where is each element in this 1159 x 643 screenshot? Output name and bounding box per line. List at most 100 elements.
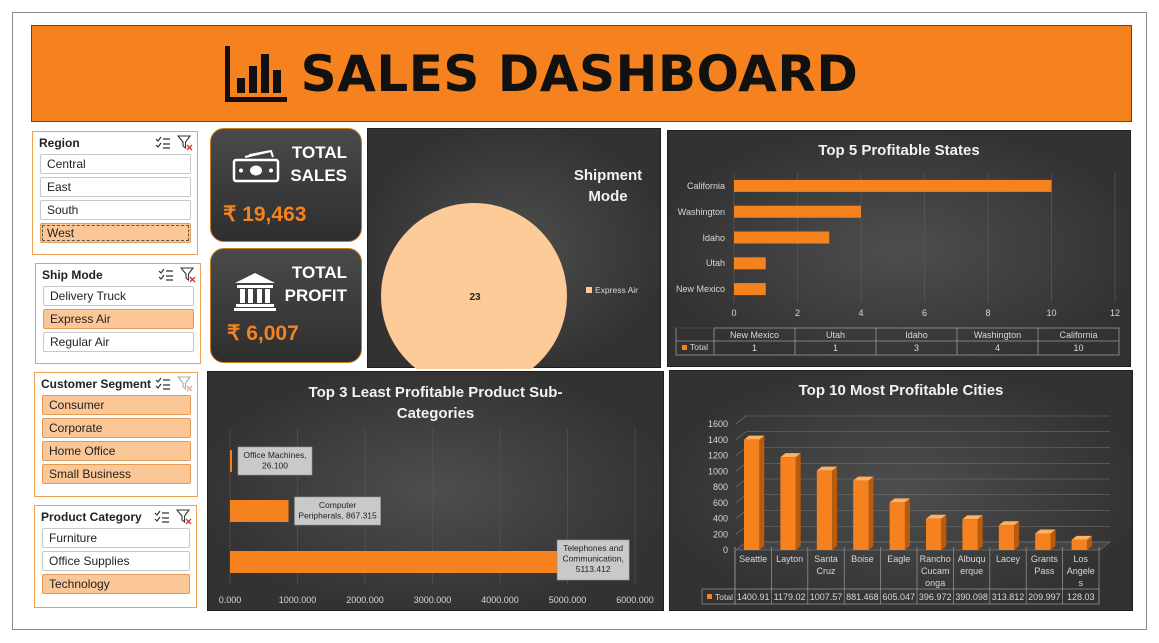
clear-filter-icon[interactable]: [180, 267, 196, 283]
y-tick-label: 200: [713, 529, 728, 539]
bar-computer-peripherals[interactable]: [230, 500, 289, 522]
x-tick-label: Rancho Cucam onga: [920, 554, 951, 588]
y-tick-label: 1000: [708, 466, 728, 476]
bar-layton[interactable]: [780, 453, 801, 550]
slicer-item-east[interactable]: East: [40, 177, 191, 197]
data-label: Telephones and Communication, 5113.412: [562, 543, 623, 574]
table-header: California: [1059, 330, 1097, 340]
slicer-title: Ship Mode: [42, 268, 103, 282]
table-cell: 128.03: [1067, 592, 1095, 602]
slicer-item-office-supplies[interactable]: Office Supplies: [42, 551, 190, 571]
data-label: Computer Peripherals, 867.315: [298, 500, 377, 521]
table-cell: 1: [833, 343, 838, 353]
table-legend-label: Total: [690, 342, 708, 352]
y-tick-label: Washington: [678, 207, 725, 217]
data-label-box: [294, 496, 381, 526]
x-tick-label: 5000.000: [549, 595, 587, 605]
x-tick-label: 0.000: [219, 595, 242, 605]
product-category-slicer: Product Category Furniture Office Suppli…: [34, 505, 197, 608]
slicer-item-furniture[interactable]: Furniture: [42, 528, 190, 548]
table-cell: 3: [914, 343, 919, 353]
pie-data-label: 23: [469, 292, 481, 303]
multi-select-icon[interactable]: [154, 510, 170, 524]
bar-office-machines[interactable]: [230, 450, 232, 472]
slicer-title: Product Category: [41, 510, 142, 524]
chart-title: Shipment Mode: [573, 167, 643, 205]
bar-grants-pass[interactable]: [1035, 529, 1056, 550]
gridline: [735, 431, 747, 440]
data-label-box: [237, 446, 313, 476]
x-tick-label: Santa Cruz: [814, 554, 838, 576]
total-sales-card: TOTAL SALES ₹ 19,463: [210, 128, 362, 242]
chart-title: Top 5 Profitable States: [818, 142, 980, 159]
total-profit-card: TOTAL PROFIT ₹ 6,007: [210, 248, 362, 363]
table-cell: 881.468: [846, 592, 879, 602]
dashboard-header: SALES DASHBOARD: [31, 25, 1132, 122]
table-cell: 605.047: [883, 592, 916, 602]
y-tick-label: 800: [713, 482, 728, 492]
slicer-item-express-air[interactable]: Express Air: [43, 309, 194, 329]
table-cell: 313.812: [992, 592, 1025, 602]
region-slicer: Region Central East South West: [32, 131, 198, 255]
table-header: Utah: [826, 330, 845, 340]
slicer-item-small-business[interactable]: Small Business: [42, 464, 191, 484]
pie-slice[interactable]: [381, 203, 567, 369]
x-tick-label: Layton: [776, 554, 803, 564]
bar-albuquerque[interactable]: [962, 515, 983, 550]
x-tick-label: 8: [985, 308, 990, 318]
slicer-item-technology[interactable]: Technology: [42, 574, 190, 594]
y-tick-label: New Mexico: [676, 284, 725, 294]
bar-telephones-and-communication[interactable]: [230, 551, 576, 573]
bar-los-angeles[interactable]: [1071, 535, 1092, 550]
bar-rancho-cucamonga[interactable]: [926, 514, 947, 550]
table-cell: 390.098: [955, 592, 988, 602]
x-tick-label: 6000.000: [616, 595, 654, 605]
bar-idaho[interactable]: [734, 231, 830, 244]
ship-mode-slicer: Ship Mode Delivery Truck Express Air Reg…: [35, 263, 201, 364]
bar-santa-cruz[interactable]: [816, 466, 838, 550]
top-states-panel: Top 5 Profitable States California Washi…: [667, 130, 1131, 367]
multi-select-icon[interactable]: [155, 377, 171, 391]
bar-new-mexico[interactable]: [734, 283, 766, 296]
x-tick-label: 6: [922, 308, 927, 318]
bar-eagle[interactable]: [889, 498, 910, 550]
clear-filter-icon[interactable]: [176, 509, 192, 525]
x-tick-label: 10: [1046, 308, 1056, 318]
bar-utah[interactable]: [734, 257, 766, 270]
bar-seattle[interactable]: [744, 435, 765, 550]
bar-washington[interactable]: [734, 205, 861, 218]
table-legend-swatch: [707, 594, 712, 599]
table-cell: 396.972: [919, 592, 952, 602]
x-tick-label: Boise: [851, 554, 874, 564]
slicer-item-west[interactable]: West: [40, 223, 191, 243]
kpi-label-line2: PROFIT: [284, 286, 347, 305]
table-cell: 1007.57: [810, 592, 843, 602]
slicer-item-consumer[interactable]: Consumer: [42, 395, 191, 415]
x-tick-label: Seattle: [739, 554, 767, 564]
x-tick-label: 12: [1110, 308, 1120, 318]
bar-california[interactable]: [734, 179, 1052, 192]
x-tick-label: Los Angele s: [1067, 554, 1095, 588]
clear-filter-icon[interactable]: [177, 135, 193, 151]
slicer-item-central[interactable]: Central: [40, 154, 191, 174]
table-cell: 1400.91: [737, 592, 770, 602]
slicer-item-home-office[interactable]: Home Office: [42, 441, 191, 461]
slicer-item-regular-air[interactable]: Regular Air: [43, 332, 194, 352]
y-tick-label: Idaho: [702, 233, 725, 243]
total-sales-value: ₹ 19,463: [223, 203, 307, 226]
slicer-item-delivery-truck[interactable]: Delivery Truck: [43, 286, 194, 306]
x-tick-label: 4: [858, 308, 863, 318]
y-tick-label: 1200: [708, 451, 728, 461]
bar-boise[interactable]: [853, 476, 874, 550]
table-cell: 1179.02: [774, 592, 806, 602]
slicer-item-south[interactable]: South: [40, 200, 191, 220]
multi-select-icon[interactable]: [158, 268, 174, 282]
x-tick-label: 3000.000: [414, 595, 452, 605]
bar-lacey[interactable]: [998, 521, 1020, 550]
kpi-label-line2: SALES: [290, 166, 347, 185]
kpi-label-line1: TOTAL: [291, 263, 347, 282]
multi-select-icon[interactable]: [155, 136, 171, 150]
clear-filter-icon[interactable]: [177, 376, 193, 392]
y-tick-label: Utah: [706, 258, 725, 268]
slicer-item-corporate[interactable]: Corporate: [42, 418, 191, 438]
